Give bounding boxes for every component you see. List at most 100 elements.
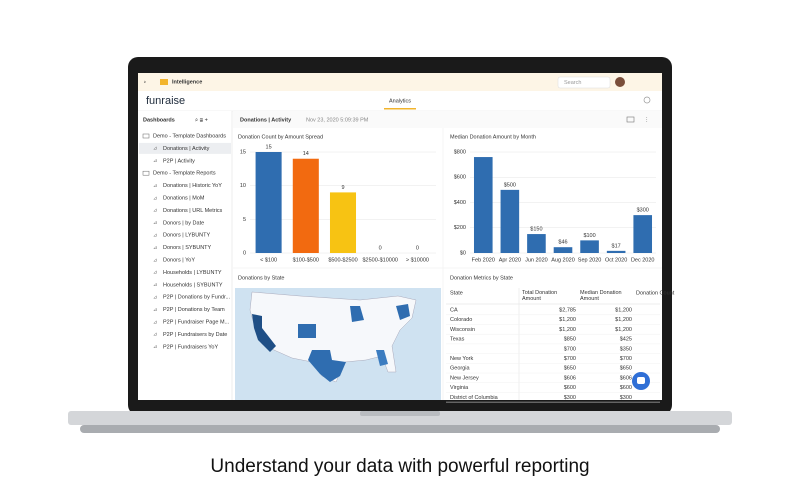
- bar[interactable]: [633, 215, 653, 253]
- sidebar-item-icon: ⊿: [153, 257, 157, 263]
- value-label: $46: [558, 240, 567, 246]
- selected-row: [139, 142, 231, 154]
- table-cell: $300: [564, 395, 576, 401]
- column-header: Median Donation Amount: [580, 290, 622, 302]
- chart-title: Median Donation Amount by Month: [450, 134, 536, 140]
- table: State Total Donation Amount Median Donation…: [446, 288, 675, 403]
- bar[interactable]: [473, 157, 493, 253]
- table-cell: New York: [450, 356, 473, 362]
- laptop-base-shadow: [80, 425, 720, 433]
- sidebar-item[interactable]: Donors | by Date: [163, 220, 204, 226]
- sidebar-item[interactable]: Donations | MoM: [163, 195, 205, 201]
- user-icon[interactable]: [643, 96, 651, 104]
- bar[interactable]: [329, 192, 357, 253]
- column-header-line: Amount: [522, 296, 541, 302]
- folder-icon: [142, 133, 150, 139]
- sidebar-item-icon: ⊿: [153, 344, 157, 350]
- tab-underline: [384, 108, 416, 110]
- sidebar-item[interactable]: P2P | Fundraisers YoY: [163, 344, 218, 350]
- avatar[interactable]: [615, 77, 625, 87]
- x-tick-label: Feb 2020: [472, 257, 495, 263]
- sidebar-item[interactable]: P2P | Donations by Team: [163, 307, 225, 313]
- sidebar-folder[interactable]: Demo - Template Dashboards: [153, 133, 226, 139]
- bar[interactable]: [500, 189, 520, 253]
- tab[interactable]: Analytics: [389, 98, 411, 104]
- menu-icon[interactable]: ›: [144, 79, 146, 85]
- state-tx[interactable]: [308, 350, 346, 382]
- y-tick-label: 15: [240, 149, 246, 155]
- sidebar-item[interactable]: Donations | Historic YoY: [163, 183, 222, 189]
- sidebar-item[interactable]: P2P | Fundraiser Page M...: [163, 319, 230, 325]
- table-cell: Georgia: [450, 366, 471, 372]
- x-tick-label: Jun 2020: [525, 257, 548, 263]
- bar[interactable]: [255, 152, 282, 253]
- x-tick-label: > $10000: [406, 257, 429, 263]
- logo: funraise: [146, 95, 185, 107]
- state-ny[interactable]: [396, 304, 410, 320]
- table-cell: $600: [564, 385, 576, 391]
- state-wi[interactable]: [350, 306, 364, 322]
- state-co[interactable]: [298, 324, 316, 338]
- value-label: $150: [530, 227, 542, 233]
- table-cell: $600: [620, 385, 632, 391]
- y-tick-label: 5: [243, 217, 246, 223]
- sidebar-item[interactable]: Households | LYBUNTY: [163, 270, 222, 276]
- table-cell: $700: [564, 346, 576, 352]
- search-placeholder: Search: [564, 80, 581, 86]
- toolbar-title: Donations | Activity: [240, 117, 292, 123]
- sidebar-item[interactable]: P2P | Donations by Fundr...: [163, 295, 231, 301]
- table-cell: $1,200: [615, 327, 632, 333]
- sidebar-tools[interactable]: ⌕ ⊞ +: [195, 117, 208, 123]
- sidebar-item-icon: ⊿: [153, 183, 157, 189]
- state-ca[interactable]: [252, 314, 276, 352]
- caption: Understand your data with powerful repor…: [210, 456, 589, 477]
- bar[interactable]: [606, 250, 626, 253]
- search-box[interactable]: [557, 76, 611, 89]
- toolbar: [233, 111, 662, 128]
- bar[interactable]: [553, 247, 573, 253]
- y-tick-label: 0: [243, 250, 246, 256]
- y-tick-label: 10: [240, 183, 246, 189]
- sidebar-item-icon: ⊿: [153, 245, 157, 251]
- bar[interactable]: [527, 234, 546, 253]
- sidebar-item[interactable]: Donations | Activity: [163, 146, 210, 152]
- toolbar-menu[interactable]: ⋮: [644, 117, 650, 123]
- charts: Donation Count by Amount Spread 0 5 10 15 15 <…: [238, 134, 656, 263]
- x-tick-label: Aug 2020: [551, 257, 575, 263]
- table-cell: $1,200: [615, 317, 632, 323]
- table-cell: $606: [620, 375, 632, 381]
- toolbar-icon[interactable]: [626, 116, 635, 123]
- sidebar-item[interactable]: Donors | YoY: [163, 257, 195, 263]
- chat-icon: [637, 377, 645, 384]
- sidebar-item[interactable]: P2P | Activity: [163, 158, 195, 164]
- bar[interactable]: [292, 158, 319, 253]
- sidebar-item[interactable]: Donors | SYBUNTY: [163, 245, 212, 251]
- table-cell: $700: [564, 356, 576, 362]
- table-cell: New Jersey: [450, 375, 479, 381]
- sidebar-item-icon: ⊿: [153, 220, 157, 226]
- x-tick-label: $100-$500: [293, 257, 319, 263]
- sidebar-item[interactable]: Households | SYBUNTY: [163, 282, 223, 288]
- column-header: Total Donation Amount: [522, 290, 557, 302]
- table-cell: $1,200: [559, 317, 576, 323]
- bar[interactable]: [580, 240, 599, 253]
- table-cell: $300: [620, 395, 632, 401]
- sidebar-folder[interactable]: Demo - Template Reports: [153, 171, 216, 177]
- topbar-title: Intelligence: [172, 79, 202, 85]
- sidebar-item[interactable]: Donations | URL Metrics: [163, 208, 223, 214]
- sidebar: [138, 111, 232, 400]
- column-header: Donation Count: [636, 290, 675, 296]
- state-ga[interactable]: [376, 350, 388, 366]
- value-label: $100: [583, 233, 595, 239]
- value-label: 15: [266, 144, 272, 150]
- table-cell: $850: [564, 337, 576, 343]
- x-tick-label: < $100: [260, 257, 277, 263]
- sidebar-item[interactable]: P2P | Fundraisers by Date: [163, 332, 227, 338]
- sidebar-item[interactable]: Donors | LYBUNTY: [163, 233, 211, 239]
- laptop-base: [68, 411, 732, 425]
- value-label: 14: [303, 151, 309, 157]
- column-header: State: [450, 290, 463, 296]
- sidebar-item-icon: ⊿: [153, 282, 157, 288]
- table-cell: $700: [620, 356, 632, 362]
